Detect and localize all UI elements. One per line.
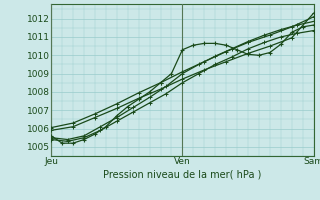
X-axis label: Pression niveau de la mer( hPa ): Pression niveau de la mer( hPa ) (103, 169, 261, 179)
